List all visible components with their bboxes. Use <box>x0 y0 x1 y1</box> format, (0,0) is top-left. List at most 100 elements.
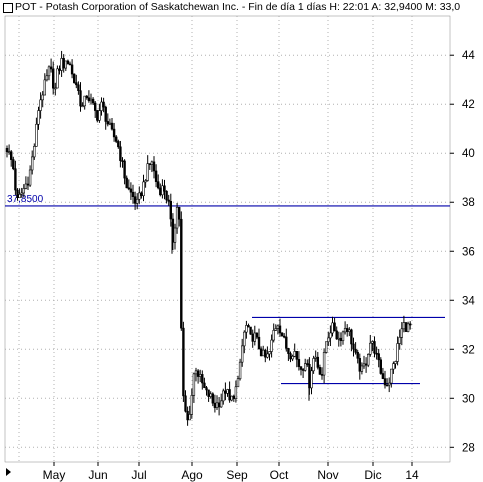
candle-body <box>245 325 248 333</box>
candle-body <box>257 336 261 350</box>
candle-body <box>303 363 307 371</box>
candle-body <box>188 414 191 421</box>
candle-body <box>167 199 170 202</box>
candle-body <box>140 192 143 197</box>
candle-body <box>20 192 23 195</box>
candle-body <box>400 328 403 338</box>
candle-body <box>366 354 370 366</box>
plot-area <box>4 15 451 463</box>
symbol-menu-icon[interactable] <box>3 3 13 13</box>
x-tick-label: Nov <box>317 468 338 482</box>
candle-body <box>43 79 47 96</box>
candle-body <box>133 196 137 204</box>
candle-body <box>293 351 296 357</box>
candle-body <box>211 393 214 404</box>
candle-body <box>222 390 225 402</box>
candle-body <box>106 121 110 125</box>
candle-body <box>35 123 38 147</box>
candle-body <box>306 363 309 365</box>
candle-body <box>280 332 284 337</box>
chart-header: POT - Potash Corporation of Saskatchewan… <box>0 0 483 16</box>
candle-body <box>121 160 124 162</box>
candle-body <box>291 356 294 360</box>
candle-body <box>7 151 11 153</box>
candle-body <box>112 128 116 138</box>
candle-body <box>255 332 259 338</box>
x-tick-label: Jun <box>88 468 107 482</box>
scroll-left-icon[interactable] <box>6 468 11 476</box>
candle-body <box>236 378 240 388</box>
y-axis: 28 30 32 34 36 38 40 42 44 <box>450 50 475 454</box>
candle-body <box>47 66 51 77</box>
candle-body <box>274 328 277 331</box>
candle-body <box>381 373 385 379</box>
candle-body <box>343 328 347 333</box>
candle-body <box>285 336 288 349</box>
candle-body <box>354 348 357 353</box>
candle-body <box>165 190 168 201</box>
x-tick-label: May <box>43 468 66 482</box>
candle-body <box>314 356 317 359</box>
candle-body <box>18 194 21 198</box>
candle-body <box>190 395 193 415</box>
x-tick-label: Jul <box>131 468 146 482</box>
candle-body <box>178 206 181 220</box>
candle-body <box>215 402 219 408</box>
candle-body <box>213 402 217 408</box>
candle-body <box>37 110 40 125</box>
candle-body <box>316 356 319 368</box>
candle-body <box>131 191 135 198</box>
candle-body <box>79 90 82 107</box>
y-tick-label: 40 <box>462 148 475 160</box>
candle-body <box>312 358 315 372</box>
candle-body <box>175 206 179 229</box>
candle-body <box>408 323 412 326</box>
candle-body <box>58 68 61 71</box>
candle-body <box>39 99 42 111</box>
candle-body <box>108 122 112 125</box>
candle-body <box>266 353 269 358</box>
candle-body <box>89 98 93 102</box>
candle-body <box>60 58 63 71</box>
candle-body <box>16 189 19 198</box>
candle-body <box>41 94 44 101</box>
candle-body <box>270 339 273 352</box>
candle-body <box>268 351 271 355</box>
candle-body <box>152 161 156 172</box>
candle-body <box>364 363 368 366</box>
candle-body <box>184 395 187 412</box>
candle-body <box>98 110 101 121</box>
candle-body <box>341 331 345 342</box>
candle-body <box>217 402 221 408</box>
x-tick-label: Ago <box>181 468 203 482</box>
candle-body <box>5 148 9 153</box>
candle-body <box>56 68 59 89</box>
candle-body <box>394 361 397 364</box>
candle-body <box>264 349 267 358</box>
candle-body <box>77 84 80 92</box>
candle-body <box>64 60 68 69</box>
candle-body <box>377 353 380 361</box>
candle-body <box>402 322 406 330</box>
candle-body <box>125 177 128 189</box>
candle-body <box>362 363 366 367</box>
candles <box>5 50 412 426</box>
candle-body <box>230 395 233 401</box>
annotation-lines[interactable]: 37,8500 <box>5 194 450 385</box>
y-tick-label: 32 <box>462 344 475 356</box>
candle-body <box>322 352 326 376</box>
candle-body <box>62 58 65 69</box>
candle-body <box>26 183 30 186</box>
candle-body <box>163 185 166 192</box>
candle-body <box>83 95 86 107</box>
candle-body <box>115 136 118 142</box>
candle-body <box>94 102 97 111</box>
candle-body <box>276 325 280 329</box>
candle-body <box>28 169 32 186</box>
candle-body <box>220 400 223 408</box>
candle-body <box>360 365 364 372</box>
candle-body <box>371 341 374 344</box>
candle-body <box>253 332 256 342</box>
candle-body <box>81 105 84 108</box>
